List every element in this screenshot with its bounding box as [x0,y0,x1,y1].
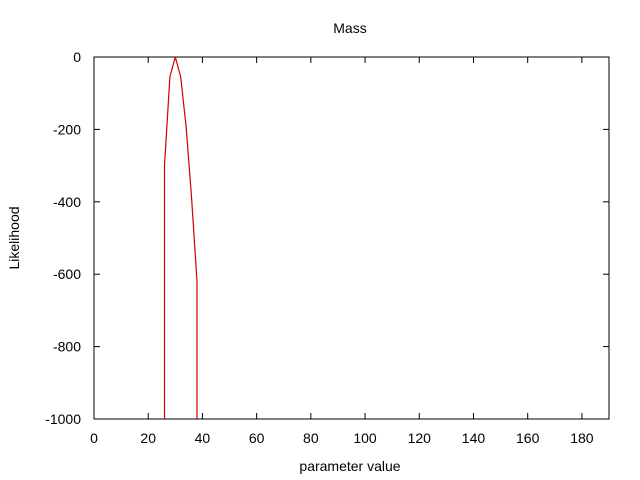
x-tick-label: 0 [90,430,98,446]
x-tick-label: 160 [516,430,540,446]
x-axis-title: parameter value [299,458,400,474]
x-tick-label: 180 [570,430,594,446]
y-tick-label: -800 [53,339,81,355]
x-tick-label: 80 [303,430,319,446]
x-tick-label: 60 [249,430,265,446]
y-tick-label: -600 [53,266,81,282]
x-tick-label: 20 [140,430,156,446]
y-tick-label: 0 [73,49,81,65]
chart-title: Mass [333,20,366,36]
x-tick-label: 100 [353,430,377,446]
y-tick-label: -200 [53,121,81,137]
series-layer [163,56,198,419]
series-line-0 [163,56,198,419]
y-tick-label: -1000 [45,411,81,427]
y-axis-title: Likelihood [6,206,22,269]
x-tick-label: 120 [408,430,432,446]
x-tick-label: 40 [195,430,211,446]
y-tick-label: -400 [53,194,81,210]
plot-frame [93,56,610,420]
axis-ticks: 0 20 40 60 80 100 120 140 160 180 0 -200 -400 -600 -80… [45,49,609,446]
x-tick-label: 140 [462,430,486,446]
